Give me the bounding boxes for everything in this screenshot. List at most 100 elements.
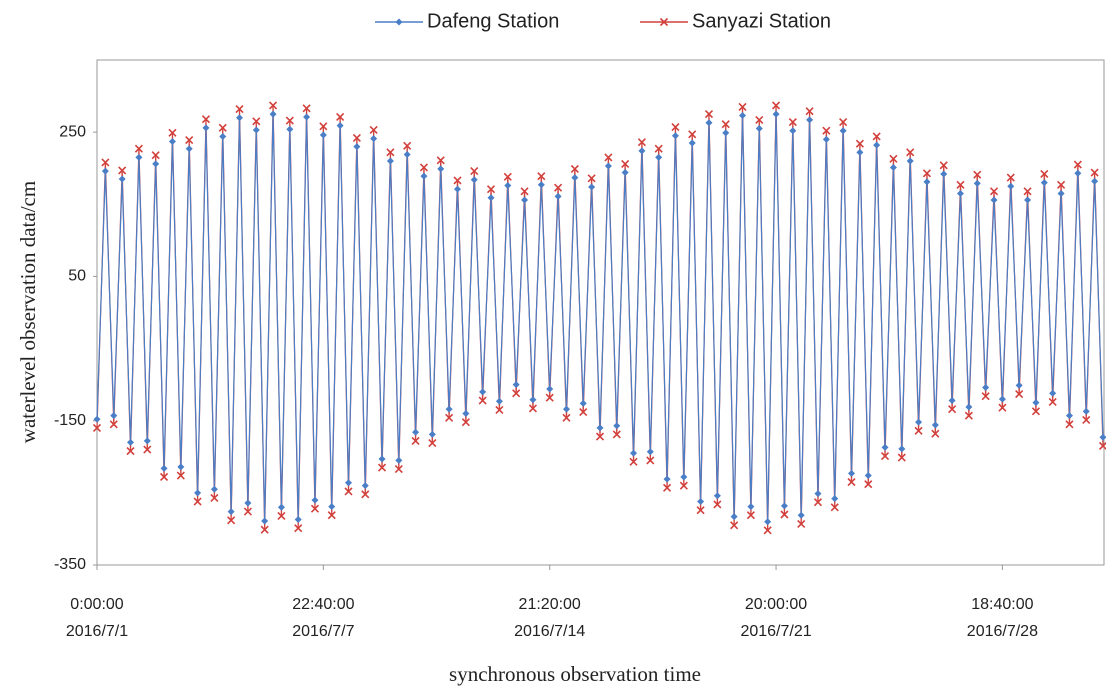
marker [554, 192, 562, 200]
marker [588, 183, 596, 191]
legend-label: Dafeng Station [427, 10, 559, 32]
legend-marker [659, 17, 669, 27]
marker [663, 483, 672, 492]
marker [806, 116, 814, 124]
marker [377, 463, 387, 472]
marker [931, 421, 939, 429]
marker [453, 185, 461, 193]
marker [193, 497, 202, 506]
marker [814, 490, 822, 498]
marker [512, 381, 520, 389]
marker [1090, 168, 1099, 177]
marker [92, 423, 102, 432]
marker [680, 473, 688, 481]
marker [855, 139, 864, 148]
marker [269, 110, 277, 118]
marker [956, 180, 965, 189]
marker [428, 439, 437, 448]
marker [503, 172, 512, 181]
marker [915, 418, 923, 426]
marker [847, 477, 856, 487]
marker [973, 170, 982, 179]
marker [595, 432, 605, 441]
marker [235, 104, 244, 114]
marker [286, 125, 294, 133]
marker [202, 124, 210, 132]
marker [764, 518, 772, 526]
marker [1049, 389, 1057, 397]
marker [277, 503, 285, 511]
marker [637, 138, 646, 147]
marker [1099, 433, 1106, 441]
marker [461, 418, 470, 427]
marker [671, 132, 679, 140]
marker [671, 123, 680, 132]
marker [562, 413, 571, 422]
marker [353, 143, 361, 151]
marker [479, 388, 487, 396]
marker [973, 179, 981, 187]
marker [897, 453, 906, 462]
marker [302, 104, 311, 113]
marker [219, 132, 227, 140]
marker [713, 492, 721, 500]
marker [746, 511, 755, 520]
x-tick-label: 0:00:00 [70, 596, 123, 613]
marker [730, 521, 739, 530]
marker [797, 519, 806, 528]
marker [1015, 381, 1023, 389]
marker [663, 475, 671, 483]
marker [420, 172, 428, 180]
marker [395, 456, 403, 464]
marker [328, 503, 336, 511]
marker [218, 123, 227, 132]
marker [201, 115, 211, 124]
marker [822, 126, 831, 135]
marker [679, 481, 688, 490]
marker [470, 167, 479, 176]
x-tick-label: 2016/7/7 [292, 623, 354, 640]
marker [1091, 177, 1099, 185]
marker [965, 403, 973, 411]
marker [352, 133, 361, 142]
marker [771, 101, 781, 110]
marker [880, 451, 890, 461]
marker [134, 144, 143, 153]
marker [521, 196, 529, 204]
marker [445, 405, 453, 413]
x-tick-label: 20:00:00 [745, 596, 807, 613]
marker [520, 187, 529, 196]
marker [839, 127, 847, 135]
marker [914, 426, 923, 435]
marker [864, 472, 872, 480]
x-tick-label: 2016/7/14 [514, 623, 585, 640]
y-tick-label: 250 [59, 123, 86, 140]
marker [721, 120, 730, 129]
marker [998, 403, 1007, 412]
marker [1015, 389, 1024, 399]
marker [881, 443, 889, 451]
marker [1007, 182, 1015, 190]
marker [554, 183, 563, 192]
marker [780, 502, 788, 510]
marker [143, 445, 152, 454]
marker [227, 508, 235, 516]
marker [210, 485, 218, 493]
marker [126, 446, 135, 456]
y-tick-label: -150 [54, 412, 86, 429]
marker [990, 196, 998, 204]
marker [168, 128, 177, 137]
marker [243, 507, 252, 516]
marker [1074, 169, 1082, 177]
marker [118, 166, 127, 175]
marker [143, 437, 151, 445]
marker [755, 115, 764, 124]
x-tick-label: 21:20:00 [519, 596, 581, 613]
marker [964, 411, 973, 420]
marker [419, 163, 429, 172]
marker [1065, 412, 1073, 420]
marker [931, 429, 940, 438]
marker [940, 170, 948, 178]
marker [704, 110, 714, 119]
